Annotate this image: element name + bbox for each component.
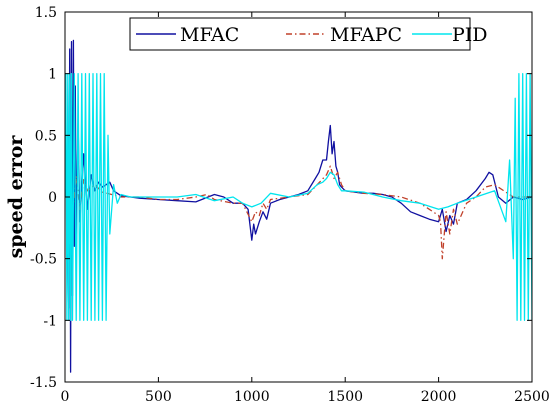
x-tick-label: 2500 [514,389,550,405]
legend-label-mfac: MFAC [180,24,239,46]
series-line-mfapc [65,165,532,260]
series-layer [65,39,532,373]
legend-label-mfapc: MFAPC [330,24,402,46]
y-tick-label: -1.5 [30,375,57,391]
x-tick-label: 0 [61,389,70,405]
y-tick-label: -0.5 [30,252,57,268]
y-tick-label: -1 [43,313,57,329]
legend-label-pid: PID [452,24,488,46]
legend: MFAC MFAPC PID [129,17,488,51]
series-line-mfac [65,39,532,373]
y-tick-label: 0.5 [35,128,57,144]
y-axis-label: speed error [5,135,27,259]
x-tick-label: 500 [145,389,172,405]
y-tick-label: 1.5 [35,5,57,21]
series-line-pid [65,73,532,321]
tick-layer: 0 500 1000 1500 2000 2500 1.5 1 0.5 0 -0.5 -1 -1.5 [30,5,550,405]
y-tick-label: 1 [48,67,57,83]
x-tick-label: 1500 [327,389,363,405]
x-tick-label: 2000 [421,389,457,405]
y-tick-label: 0 [48,190,57,206]
x-tick-label: 1000 [234,389,270,405]
